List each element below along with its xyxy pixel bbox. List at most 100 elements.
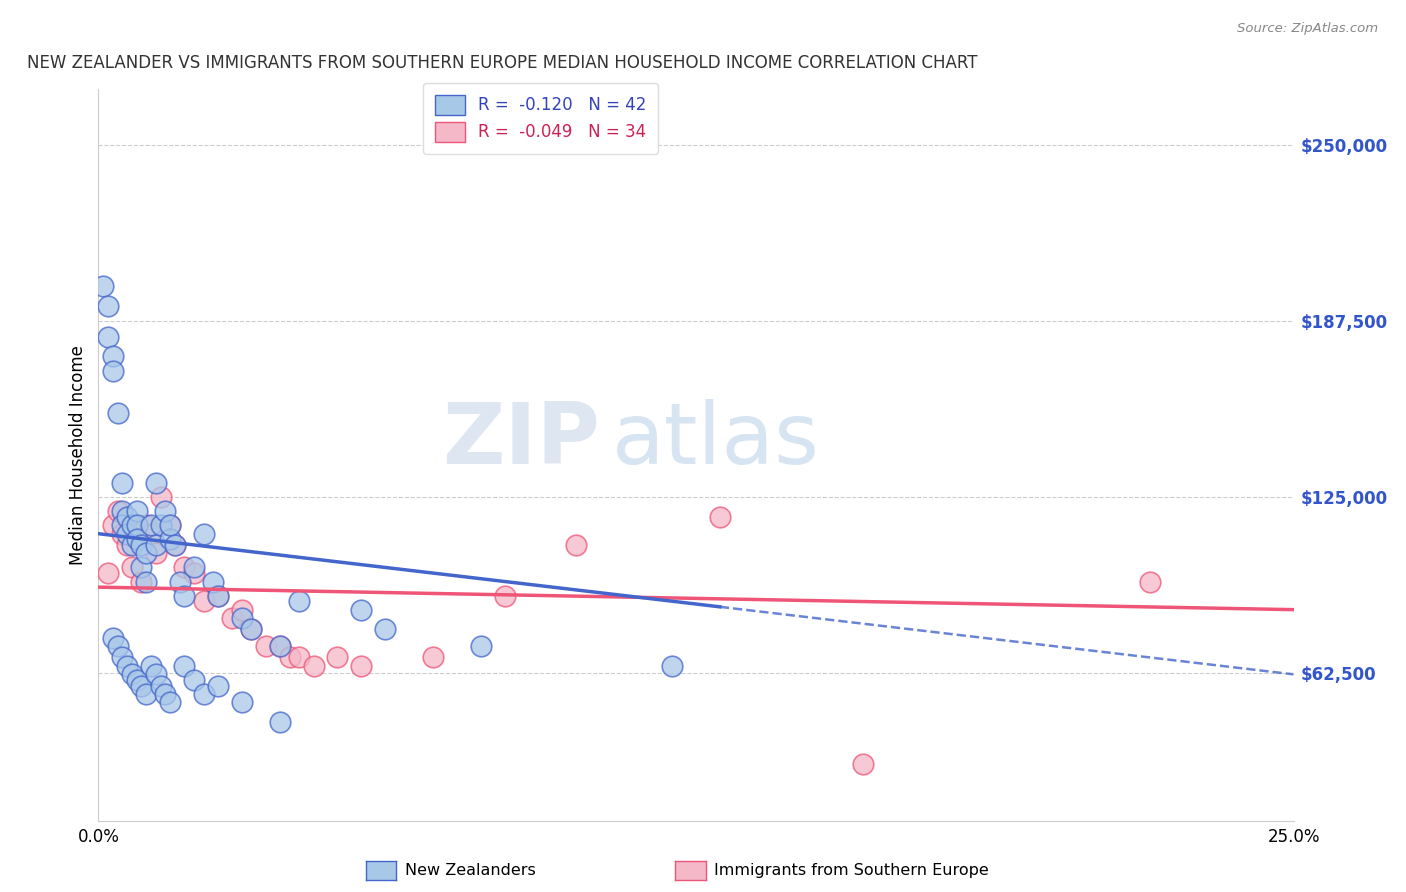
- Point: [131, 538, 153, 552]
- Point: [207, 589, 229, 603]
- Point: [221, 611, 243, 625]
- Text: Source: ZipAtlas.com: Source: ZipAtlas.com: [1237, 22, 1378, 36]
- Point: [107, 639, 129, 653]
- Y-axis label: Median Household Income: Median Household Income: [69, 345, 87, 565]
- Point: [101, 350, 124, 364]
- Point: [125, 533, 148, 547]
- Point: [101, 518, 124, 533]
- Point: [159, 518, 181, 533]
- Point: [193, 526, 215, 541]
- Point: [135, 687, 157, 701]
- Point: [240, 623, 263, 637]
- Point: [139, 518, 162, 533]
- Point: [494, 589, 516, 603]
- Point: [135, 574, 157, 589]
- Point: [145, 667, 167, 681]
- Point: [852, 757, 875, 772]
- Point: [115, 509, 138, 524]
- Point: [131, 679, 153, 693]
- Text: Immigrants from Southern Europe: Immigrants from Southern Europe: [714, 863, 988, 878]
- Point: [139, 659, 162, 673]
- Point: [145, 476, 167, 491]
- Point: [173, 589, 195, 603]
- Point: [202, 574, 225, 589]
- Point: [422, 650, 444, 665]
- Point: [173, 659, 195, 673]
- Point: [254, 639, 277, 653]
- Point: [115, 526, 138, 541]
- Point: [288, 594, 311, 608]
- Text: atlas: atlas: [613, 399, 820, 482]
- Point: [173, 560, 195, 574]
- Point: [107, 406, 129, 420]
- Point: [125, 526, 148, 541]
- Point: [278, 650, 301, 665]
- Point: [97, 330, 120, 344]
- Point: [163, 538, 186, 552]
- Point: [159, 533, 181, 547]
- Point: [207, 679, 229, 693]
- Point: [374, 623, 396, 637]
- Point: [302, 659, 325, 673]
- Point: [183, 560, 205, 574]
- Point: [107, 504, 129, 518]
- Point: [101, 363, 124, 377]
- Point: [121, 667, 143, 681]
- Point: [111, 518, 134, 533]
- Point: [169, 574, 191, 589]
- Point: [135, 518, 157, 533]
- Point: [661, 659, 683, 673]
- Point: [183, 566, 205, 580]
- Point: [240, 623, 263, 637]
- Point: [207, 589, 229, 603]
- Point: [101, 631, 124, 645]
- Point: [1139, 574, 1161, 589]
- Point: [155, 504, 177, 518]
- Point: [111, 504, 134, 518]
- Point: [97, 299, 120, 313]
- Point: [288, 650, 311, 665]
- Point: [111, 526, 134, 541]
- Point: [350, 659, 373, 673]
- Point: [121, 538, 143, 552]
- Point: [97, 566, 120, 580]
- Point: [163, 538, 186, 552]
- Point: [125, 518, 148, 533]
- Point: [159, 518, 181, 533]
- Point: [121, 518, 143, 533]
- Point: [145, 538, 167, 552]
- Text: ZIP: ZIP: [443, 399, 600, 482]
- Point: [155, 687, 177, 701]
- Point: [139, 526, 162, 541]
- Point: [326, 650, 349, 665]
- Point: [193, 594, 215, 608]
- Point: [470, 639, 492, 653]
- Point: [269, 639, 291, 653]
- Point: [125, 504, 148, 518]
- Point: [183, 673, 205, 687]
- Point: [91, 279, 114, 293]
- Point: [115, 659, 138, 673]
- Point: [709, 509, 731, 524]
- Text: New Zealanders: New Zealanders: [405, 863, 536, 878]
- Point: [115, 538, 138, 552]
- Point: [193, 687, 215, 701]
- Point: [149, 679, 172, 693]
- Point: [350, 602, 373, 616]
- Point: [111, 650, 134, 665]
- Point: [131, 574, 153, 589]
- Point: [565, 538, 588, 552]
- Point: [145, 546, 167, 560]
- Point: [159, 696, 181, 710]
- Point: [125, 673, 148, 687]
- Point: [121, 560, 143, 574]
- Point: [231, 602, 253, 616]
- Legend: R =  -0.120   N = 42, R =  -0.049   N = 34: R = -0.120 N = 42, R = -0.049 N = 34: [423, 83, 658, 153]
- Point: [131, 560, 153, 574]
- Point: [231, 611, 253, 625]
- Point: [269, 639, 291, 653]
- Point: [111, 476, 134, 491]
- Point: [149, 490, 172, 504]
- Text: NEW ZEALANDER VS IMMIGRANTS FROM SOUTHERN EUROPE MEDIAN HOUSEHOLD INCOME CORRELA: NEW ZEALANDER VS IMMIGRANTS FROM SOUTHER…: [27, 54, 977, 72]
- Point: [149, 518, 172, 533]
